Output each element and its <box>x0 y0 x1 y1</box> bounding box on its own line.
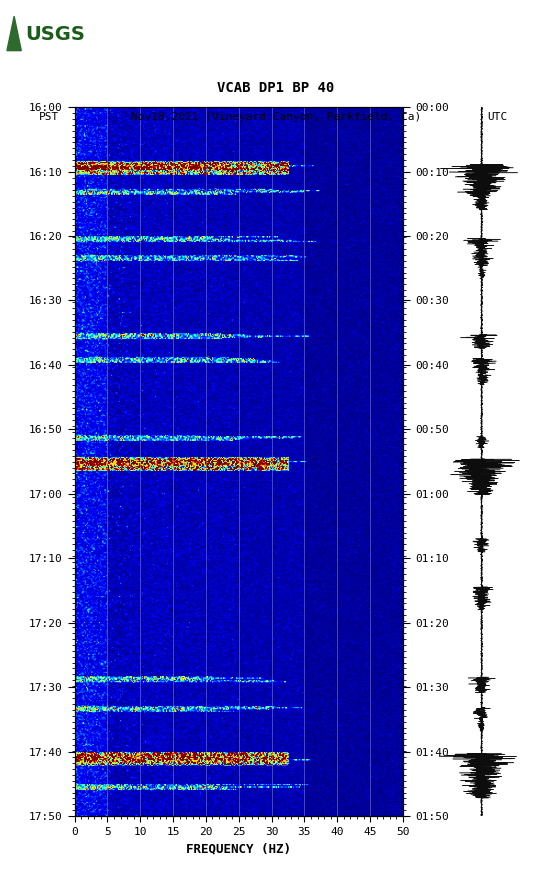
Polygon shape <box>7 16 22 51</box>
Text: UTC: UTC <box>487 112 508 121</box>
Text: USGS: USGS <box>25 25 86 44</box>
Text: VCAB DP1 BP 40: VCAB DP1 BP 40 <box>217 81 335 95</box>
Text: Nov18,2021 (Vineyard Canyon, Parkfield, Ca): Nov18,2021 (Vineyard Canyon, Parkfield, … <box>131 112 421 121</box>
Text: PST: PST <box>39 112 59 121</box>
X-axis label: FREQUENCY (HZ): FREQUENCY (HZ) <box>186 842 291 855</box>
